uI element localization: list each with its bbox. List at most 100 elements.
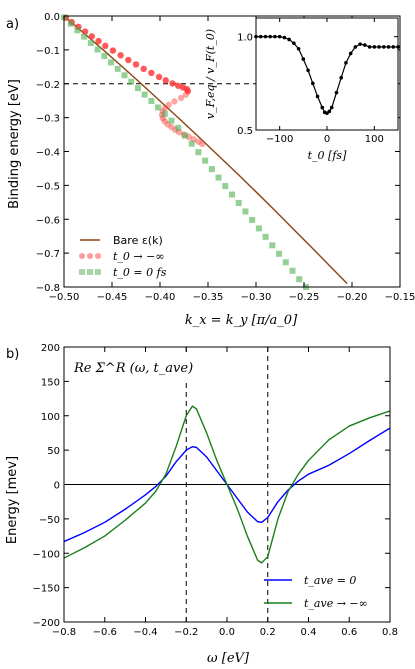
legend-a-t00-marker — [87, 269, 93, 275]
inset-data-point — [372, 45, 377, 49]
legend-a-t00-marker — [95, 269, 101, 275]
data-point-t0-zero — [215, 174, 222, 181]
y-tick-label: −0.6 — [36, 215, 60, 226]
panel-b-xlabel: ω [eV] — [207, 651, 250, 666]
data-point-t0-zero — [148, 98, 155, 105]
inset-xlabel: t_0 [fs] — [308, 149, 347, 162]
panel-b-label: b) — [6, 347, 19, 362]
inset-data-point — [339, 75, 344, 80]
panel-a-frame — [63, 15, 401, 288]
inset-data-point — [391, 45, 396, 49]
y-tick-label: −0.4 — [36, 148, 60, 159]
inset-data-point — [301, 57, 306, 61]
y-tick-label: −0.1 — [36, 46, 60, 57]
inset-data-point — [353, 45, 358, 49]
data-point-t0-zero — [94, 46, 101, 53]
panel-a-legend: Bare ε(k) t_0 → −∞ t_0 = 0 fs — [79, 234, 167, 279]
data-point-t0-minus-inf — [199, 140, 206, 148]
data-point-t0-zero — [168, 117, 175, 124]
inset-ticks: −100 0 100 0.5 1.0 — [237, 18, 398, 145]
legend-a-bare-label: Bare ε(k) — [113, 234, 163, 247]
data-point-t0-minus-inf — [117, 52, 124, 59]
inset-data-point — [273, 34, 277, 39]
inset-data-point — [363, 43, 367, 47]
inset-data-point — [344, 61, 348, 65]
panel-a-label: a) — [6, 17, 19, 32]
x-tick-label: −0.25 — [289, 292, 320, 303]
data-point-t0-zero — [229, 191, 235, 198]
panel-a-data-layer — [61, 14, 352, 290]
panel-b-data-layer — [63, 347, 391, 622]
data-point-t0-minus-inf — [161, 104, 168, 112]
x-tick-label: 0.4 — [301, 627, 317, 638]
inset-data-point — [386, 45, 391, 49]
data-point-t0-zero — [108, 59, 115, 66]
inset-data-point — [292, 41, 296, 45]
data-point-t0-minus-inf — [168, 123, 175, 131]
x-tick-label: 0.0 — [219, 627, 235, 638]
data-point-t0-minus-inf — [125, 56, 132, 64]
data-point-t0-zero — [235, 199, 242, 206]
x-tick-label: −0.2 — [174, 627, 198, 638]
data-point-t0-zero — [181, 132, 188, 139]
panel-b-title-bg — [70, 353, 190, 379]
data-point-t0-zero — [202, 157, 209, 164]
data-point-t0-zero — [87, 40, 94, 47]
inset-data-point — [358, 42, 362, 46]
inset-data-point — [306, 68, 310, 73]
y-tick-label: −0.5 — [36, 181, 60, 192]
data-point-t0-zero — [134, 85, 141, 92]
data-point-t0-minus-inf — [182, 91, 190, 98]
x-tick-label: −0.30 — [241, 292, 272, 303]
data-point-t0-zero — [161, 110, 168, 117]
data-point-t0-zero — [208, 166, 215, 173]
data-point-t0-minus-inf — [177, 94, 185, 102]
data-point-t0-zero — [114, 65, 121, 72]
legend-a-t0inf-marker — [79, 253, 85, 259]
inset-y-tick-label: 0.5 — [237, 126, 253, 137]
x-tick-label: −0.40 — [145, 292, 176, 303]
y-tick-label: −0.7 — [36, 249, 60, 260]
data-point-t0-minus-inf — [165, 101, 172, 108]
x-tick-label: −0.15 — [385, 292, 415, 303]
y-tick-label: −200 — [33, 618, 60, 629]
data-point-t0-minus-inf — [162, 77, 169, 84]
panel-a-ticks: −0.50 −0.45 −0.40 −0.35 −0.30 −0.25 −0.20 −0.15… — [36, 12, 415, 303]
data-point-t0-minus-inf — [171, 98, 178, 105]
x-tick-label: −0.6 — [93, 627, 117, 638]
y-tick-label: −0.8 — [36, 283, 60, 294]
data-point-t0-zero — [81, 33, 88, 40]
legend-a-t00-label: t_0 = 0 fs — [113, 266, 167, 279]
data-point-t0-minus-inf — [184, 88, 192, 95]
data-point-t0-zero — [255, 225, 262, 232]
inset-data-point — [287, 37, 291, 42]
data-point-t0-zero — [296, 276, 303, 283]
inset-x-tick-label: −100 — [266, 134, 293, 145]
inset-data-layer — [254, 34, 400, 115]
x-tick-label: −0.20 — [337, 292, 368, 303]
inset-x-tick-label: 0 — [324, 134, 330, 145]
panel-a-xlabel: k_x = k_y [π/a_0] — [185, 313, 298, 328]
legend-b-taveinf-label: t_ave → −∞ — [304, 597, 368, 610]
data-point-t0-zero — [188, 140, 195, 147]
data-point-t0-zero — [222, 183, 229, 190]
x-tick-label: 0.6 — [341, 627, 357, 638]
data-point-t0-minus-inf — [169, 80, 176, 87]
data-point-t0-zero — [262, 233, 269, 240]
inset-ylabel: v_F,eq / v_F(t_0) — [204, 29, 217, 119]
legend-a-t0inf-marker — [87, 253, 93, 259]
inset-data-point — [320, 105, 325, 110]
panel-b-title: Re Σ^R (ω, t_ave) — [73, 361, 193, 376]
panel-b-ylabel: Energy [mev] — [5, 456, 20, 544]
inset-data-point — [258, 34, 263, 39]
data-point-t0-zero — [67, 20, 74, 27]
data-point-t0-zero — [242, 208, 249, 215]
y-tick-label: 200 — [41, 343, 60, 354]
y-tick-label: 150 — [41, 377, 60, 388]
data-point-t0-zero — [128, 78, 135, 85]
panel-a-ylabel: Binding energy [eV] — [7, 79, 22, 209]
data-point-t0-minus-inf — [140, 65, 147, 73]
series-line-bare — [63, 15, 348, 285]
x-tick-label: −0.8 — [52, 627, 76, 638]
